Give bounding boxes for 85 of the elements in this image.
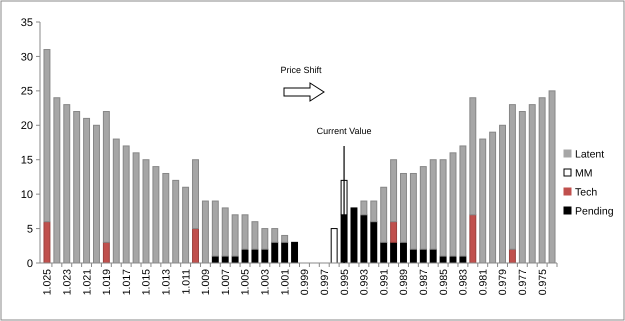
- y-tick-label: 15: [20, 154, 33, 167]
- bar: [43, 221, 50, 264]
- x-tick-label: 0.977: [517, 268, 530, 296]
- x-tick-label: 0.987: [418, 268, 430, 296]
- x-tick-label: 0.979: [497, 268, 510, 296]
- x-tick-label: 0.985: [438, 268, 450, 296]
- y-tick-label: 30: [20, 51, 33, 64]
- x-tick-label: 1.001: [279, 268, 292, 296]
- x-tick-label: 0.991: [378, 268, 390, 296]
- bar: [508, 104, 516, 250]
- bar: [370, 221, 378, 264]
- bar: [410, 172, 417, 250]
- bar: [350, 207, 358, 264]
- x-tick-label: 1.009: [200, 268, 212, 296]
- x-tick-label: 0.989: [398, 268, 410, 296]
- bar: [390, 242, 398, 264]
- x-tick-label: 1.019: [101, 268, 114, 296]
- bar: [440, 159, 447, 257]
- annotation: Price Shift: [280, 65, 322, 75]
- bar: [232, 214, 239, 257]
- bar: [380, 186, 388, 243]
- bar: [420, 166, 427, 250]
- legend-label: Latent: [575, 148, 604, 161]
- bar: [192, 159, 199, 230]
- bar: [251, 248, 258, 264]
- bar: [400, 242, 407, 264]
- x-tick-label: 0.981: [477, 268, 490, 296]
- bar: [281, 242, 288, 264]
- bar: [420, 248, 427, 264]
- bar: [212, 200, 219, 257]
- bar: [370, 200, 378, 222]
- x-tick-label: 1.011: [180, 268, 192, 294]
- y-tick-label: 35: [20, 16, 33, 29]
- x-tick-label: 1.013: [160, 268, 172, 296]
- x-tick-label: 1.017: [120, 268, 133, 296]
- bar: [43, 49, 50, 222]
- bar: [390, 221, 398, 243]
- bar: [222, 207, 229, 257]
- legend-label: Tech: [575, 186, 598, 199]
- x-tick-label: 0.993: [358, 268, 371, 296]
- ref-line-label: Current Value: [316, 126, 372, 136]
- x-tick-label: 1.025: [42, 268, 54, 296]
- bar: [469, 214, 476, 264]
- y-tick-label: 5: [26, 223, 33, 236]
- legend-label: MM: [575, 168, 592, 180]
- y-tick-label: 0: [26, 258, 33, 270]
- bar: [192, 228, 199, 264]
- bar: [102, 111, 110, 243]
- bar: [271, 228, 278, 243]
- bar: [242, 214, 248, 250]
- x-tick-label: 1.023: [61, 268, 74, 296]
- y-tick-label: 20: [20, 120, 33, 132]
- bar: [410, 248, 417, 264]
- bar: [459, 145, 466, 257]
- x-tick-label: 0.997: [318, 268, 331, 296]
- bar: [251, 221, 258, 250]
- bar: [390, 159, 398, 222]
- x-tick-label: 1.021: [81, 268, 94, 296]
- bar: [261, 228, 268, 250]
- x-tick-label: 0.975: [536, 268, 549, 296]
- x-tick-label: 1.005: [240, 268, 252, 296]
- x-tick-label: 1.003: [260, 268, 272, 296]
- x-tick-label: 0.995: [338, 268, 351, 296]
- bar: [330, 228, 338, 264]
- bar: [261, 248, 268, 264]
- bar: [450, 152, 456, 257]
- x-tick-label: 1.015: [140, 268, 153, 296]
- x-tick-label: 0.983: [458, 268, 470, 296]
- bar: [430, 159, 437, 250]
- y-tick-label: 10: [20, 188, 33, 201]
- bar: [102, 242, 110, 264]
- y-tick-label: 25: [20, 86, 33, 98]
- bar: [400, 172, 407, 243]
- x-tick-label: 1.007: [220, 268, 232, 296]
- bar: [360, 214, 368, 264]
- bar: [380, 242, 388, 264]
- bar: [242, 248, 248, 264]
- bar: [469, 97, 476, 216]
- legend-label: Pending: [575, 206, 614, 218]
- bar: [360, 200, 368, 216]
- bar: [291, 242, 298, 264]
- bar: [281, 234, 288, 243]
- x-tick-label: 0.999: [299, 268, 312, 296]
- bar: [430, 248, 437, 264]
- bar: [508, 248, 516, 264]
